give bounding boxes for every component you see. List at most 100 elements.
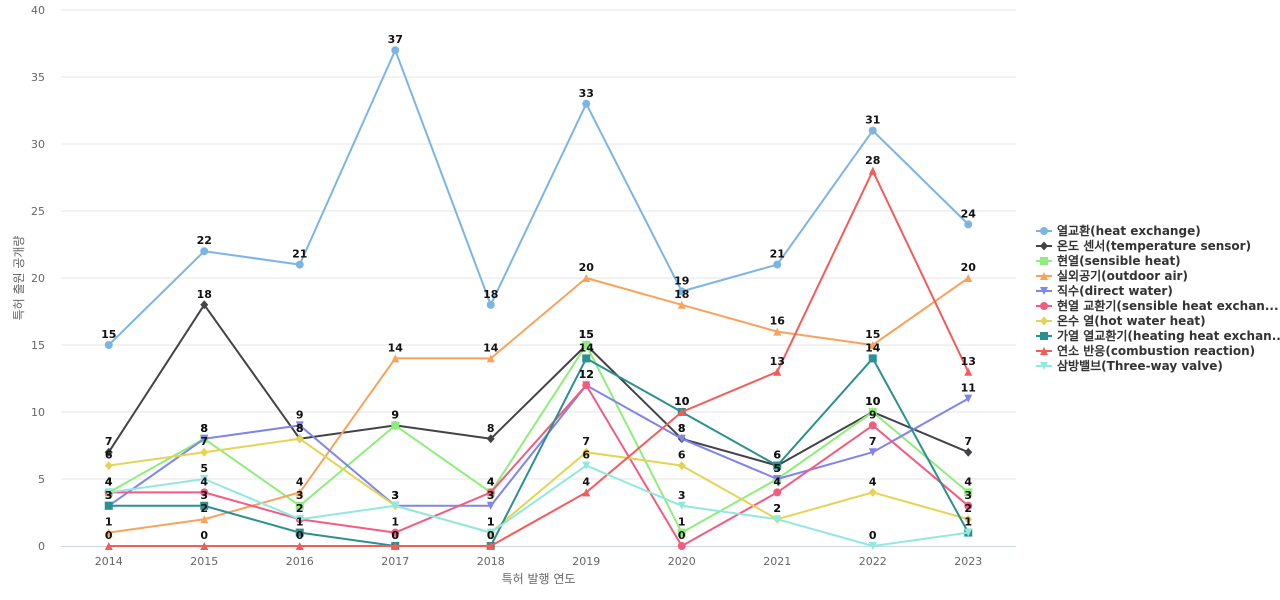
data-labels-layer: 1522213718331921312471889815861074839415… bbox=[101, 33, 976, 542]
data-label: 2 bbox=[200, 502, 208, 515]
legend-marker bbox=[1040, 287, 1048, 295]
legend-item[interactable]: 온수 열(hot water heat) bbox=[1036, 313, 1206, 328]
data-point bbox=[391, 354, 400, 363]
data-label: 6 bbox=[105, 449, 113, 462]
legend-label: 직수(direct water) bbox=[1057, 283, 1173, 298]
data-point bbox=[582, 381, 591, 390]
legend-marker bbox=[1040, 316, 1048, 326]
data-point bbox=[773, 475, 782, 483]
data-point bbox=[964, 447, 973, 457]
data-label: 3 bbox=[296, 489, 304, 502]
data-point bbox=[486, 542, 495, 550]
y-axis-ticks: 0 5 10 15 20 25 30 35 40 bbox=[31, 4, 45, 553]
data-label: 8 bbox=[678, 422, 686, 435]
data-label: 21 bbox=[292, 248, 307, 261]
legend-item[interactable]: 온도 센서(temperature sensor) bbox=[1036, 238, 1251, 253]
data-label: 20 bbox=[961, 261, 977, 274]
data-label: 3 bbox=[105, 489, 113, 502]
legend-item[interactable]: 실외공기(outdoor air) bbox=[1036, 268, 1188, 283]
data-point bbox=[964, 394, 973, 403]
data-point bbox=[486, 300, 495, 309]
legend-item[interactable]: 열교환(heat exchange) bbox=[1036, 223, 1201, 238]
y-tick-label: 25 bbox=[31, 205, 45, 218]
data-label: 14 bbox=[483, 341, 499, 354]
legend-label: 삼방밸브(Three-way valve) bbox=[1057, 358, 1223, 373]
data-label: 0 bbox=[678, 529, 686, 542]
legend-label: 현열 교환기(sensible heat exchan... bbox=[1057, 298, 1279, 313]
legend-marker bbox=[1040, 347, 1048, 355]
data-label: 1 bbox=[678, 516, 686, 529]
legend-marker bbox=[1040, 362, 1048, 370]
data-label: 3 bbox=[391, 489, 399, 502]
legend-item[interactable]: 현열(sensible heat) bbox=[1036, 253, 1181, 268]
data-label: 18 bbox=[674, 288, 689, 301]
x-tick-label: 2014 bbox=[95, 555, 123, 568]
data-point bbox=[868, 421, 877, 430]
data-point bbox=[868, 542, 877, 550]
data-point bbox=[391, 528, 400, 537]
data-label: 3 bbox=[391, 489, 399, 502]
series-9 bbox=[104, 166, 973, 550]
data-point bbox=[391, 501, 400, 510]
data-label: 6 bbox=[582, 449, 590, 462]
data-point bbox=[677, 461, 686, 471]
legend-item[interactable]: 삼방밸브(Three-way valve) bbox=[1036, 358, 1223, 373]
data-label: 0 bbox=[391, 529, 399, 542]
legend-label: 연소 반응(combustion reaction) bbox=[1057, 343, 1255, 358]
legend-marker bbox=[1040, 332, 1048, 340]
legend-marker bbox=[1040, 227, 1048, 235]
data-label: 3 bbox=[964, 489, 972, 502]
legend-item[interactable]: 가열 열교환기(heating heat exchan... bbox=[1036, 328, 1280, 343]
data-label: 3 bbox=[678, 489, 686, 502]
data-label: 7 bbox=[105, 435, 113, 448]
data-label: 37 bbox=[388, 33, 403, 46]
data-label: 13 bbox=[961, 355, 976, 368]
data-label: 2 bbox=[773, 502, 781, 515]
legend-item[interactable]: 현열 교환기(sensible heat exchan... bbox=[1036, 298, 1279, 313]
data-label: 10 bbox=[674, 395, 690, 408]
data-label: 3 bbox=[200, 489, 208, 502]
y-tick-label: 30 bbox=[31, 138, 45, 151]
legend-item[interactable]: 연소 반응(combustion reaction) bbox=[1036, 343, 1255, 358]
data-label: 10 bbox=[865, 395, 881, 408]
data-label: 4 bbox=[487, 475, 495, 488]
data-label: 9 bbox=[391, 408, 399, 421]
series-line bbox=[108, 357, 970, 547]
data-label: 2 bbox=[773, 502, 781, 515]
data-label: 0 bbox=[487, 529, 495, 542]
data-point bbox=[104, 447, 113, 457]
data-label: 1 bbox=[296, 516, 304, 529]
data-point bbox=[104, 461, 113, 471]
data-point bbox=[773, 367, 782, 376]
data-point bbox=[773, 488, 782, 497]
data-point bbox=[200, 247, 209, 256]
data-point bbox=[582, 461, 591, 470]
data-point bbox=[868, 354, 877, 363]
series-line bbox=[108, 384, 969, 507]
data-point bbox=[773, 461, 782, 470]
x-tick-label: 2015 bbox=[190, 555, 218, 568]
y-tick-label: 10 bbox=[31, 406, 45, 419]
data-label: 14 bbox=[865, 341, 881, 354]
data-label: 16 bbox=[770, 315, 786, 328]
data-label: 1 bbox=[391, 516, 399, 529]
data-label: 4 bbox=[296, 475, 304, 488]
data-label: 1 bbox=[964, 516, 972, 529]
x-tick-label: 2016 bbox=[286, 555, 314, 568]
legend-label: 온도 센서(temperature sensor) bbox=[1057, 238, 1251, 253]
data-label: 9 bbox=[391, 408, 399, 421]
data-label: 4 bbox=[773, 475, 781, 488]
data-point bbox=[964, 514, 973, 524]
data-label: 14 bbox=[388, 341, 404, 354]
data-point bbox=[295, 421, 304, 430]
data-label: 4 bbox=[964, 475, 972, 488]
data-point bbox=[677, 300, 686, 309]
data-point bbox=[582, 447, 591, 457]
data-label: 6 bbox=[773, 449, 781, 462]
data-point bbox=[200, 475, 209, 483]
legend-item[interactable]: 직수(direct water) bbox=[1036, 283, 1173, 298]
series-7 bbox=[104, 434, 973, 538]
data-point bbox=[200, 488, 209, 497]
data-label: 12 bbox=[579, 368, 594, 381]
data-label: 14 bbox=[579, 341, 595, 354]
